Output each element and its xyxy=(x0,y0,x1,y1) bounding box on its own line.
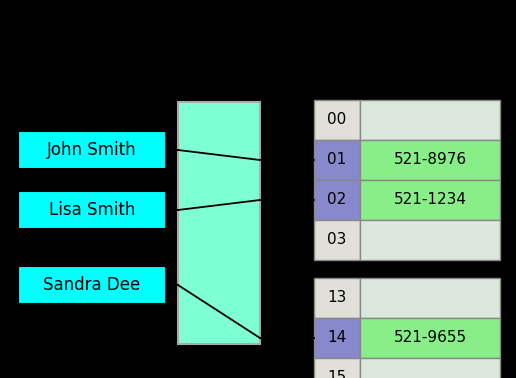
Text: Lisa Smith: Lisa Smith xyxy=(49,201,135,219)
Bar xyxy=(314,140,360,180)
Bar xyxy=(18,191,166,229)
Bar xyxy=(314,278,360,318)
Text: 03: 03 xyxy=(327,232,347,248)
Text: 02: 02 xyxy=(327,192,347,208)
Bar xyxy=(314,220,360,260)
Text: 14: 14 xyxy=(327,330,347,345)
Bar xyxy=(314,180,360,220)
Text: 521-9655: 521-9655 xyxy=(393,330,466,345)
Bar xyxy=(314,318,360,358)
Text: 15: 15 xyxy=(327,370,347,378)
Text: Sandra Dee: Sandra Dee xyxy=(43,276,141,294)
Text: 13: 13 xyxy=(327,291,347,305)
Bar xyxy=(360,180,500,220)
Bar xyxy=(18,131,166,169)
Bar xyxy=(360,140,500,180)
Bar xyxy=(360,278,500,318)
Bar xyxy=(178,102,260,344)
Bar xyxy=(360,318,500,358)
Bar xyxy=(314,100,360,140)
Text: 00: 00 xyxy=(327,113,347,127)
Bar xyxy=(360,358,500,378)
Text: 521-8976: 521-8976 xyxy=(393,152,466,167)
Bar xyxy=(18,266,166,304)
Bar xyxy=(314,358,360,378)
Bar xyxy=(360,220,500,260)
Text: 521-1234: 521-1234 xyxy=(394,192,466,208)
Bar xyxy=(360,100,500,140)
Text: 01: 01 xyxy=(327,152,347,167)
Text: John Smith: John Smith xyxy=(47,141,137,159)
